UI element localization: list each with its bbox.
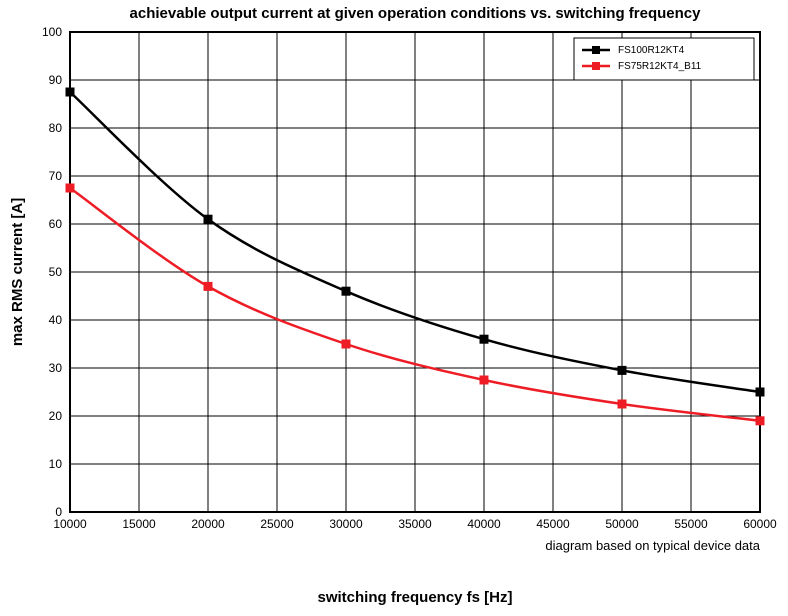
x-tick-label: 10000 — [53, 517, 87, 531]
x-tick-label: 40000 — [467, 517, 501, 531]
y-tick-label: 20 — [49, 409, 63, 423]
series-marker — [480, 335, 488, 343]
series-marker — [342, 340, 350, 348]
y-tick-label: 10 — [49, 457, 63, 471]
series-marker — [480, 376, 488, 384]
legend-label: FS75R12KT4_B11 — [618, 61, 702, 72]
x-tick-label: 60000 — [743, 517, 777, 531]
chart-footnote: diagram based on typical device data — [545, 538, 760, 553]
chart-svg: 10000 15000 20000 25000 30000 35000 40000 45000… — [0, 0, 788, 616]
x-tick-label: 55000 — [674, 517, 708, 531]
y-axis-label: max RMS current [A] — [9, 198, 26, 346]
y-tick-label: 30 — [49, 361, 63, 375]
y-tick-label: 40 — [49, 313, 63, 327]
x-tick-label: 30000 — [329, 517, 363, 531]
legend-label: FS100R12KT4 — [618, 45, 685, 56]
series-marker — [342, 287, 350, 295]
series-marker — [204, 282, 212, 290]
series-marker — [618, 366, 626, 374]
chart-container: 10000 15000 20000 25000 30000 35000 40000 45000… — [0, 0, 788, 616]
y-tick-label: 70 — [49, 169, 63, 183]
y-tick-label: 100 — [42, 25, 62, 39]
series-marker — [204, 215, 212, 223]
legend-swatch-marker — [592, 46, 600, 54]
x-tick-label: 25000 — [260, 517, 294, 531]
y-tick-label: 50 — [49, 265, 63, 279]
series-marker — [756, 388, 764, 396]
x-tick-label: 35000 — [398, 517, 432, 531]
x-tick-label: 50000 — [605, 517, 639, 531]
series-marker — [756, 417, 764, 425]
x-tick-label: 45000 — [536, 517, 570, 531]
chart-title: achievable output current at given opera… — [130, 5, 702, 22]
y-tick-label: 0 — [55, 505, 62, 519]
series-marker — [66, 88, 74, 96]
x-tick-label: 20000 — [191, 517, 225, 531]
legend-swatch-marker — [592, 62, 600, 70]
series-marker — [66, 184, 74, 192]
y-tick-label: 90 — [49, 73, 63, 87]
y-tick-label: 80 — [49, 121, 63, 135]
y-tick-label: 60 — [49, 217, 63, 231]
x-tick-label: 15000 — [122, 517, 156, 531]
x-axis-label: switching frequency fs [Hz] — [317, 589, 512, 606]
series-marker — [618, 400, 626, 408]
